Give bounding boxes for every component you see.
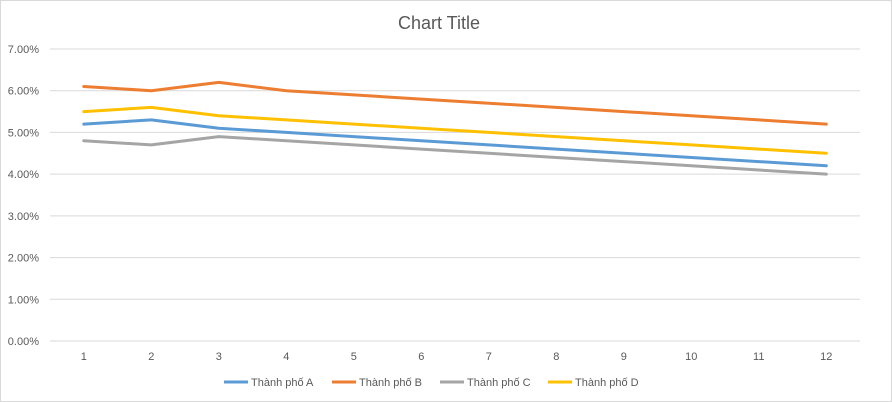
x-tick-label: 3 xyxy=(216,351,222,363)
x-tick-label: 2 xyxy=(148,351,154,363)
legend-label: Thành phố A xyxy=(251,377,314,389)
legend-label: Thành phố C xyxy=(467,377,531,389)
y-tick-label: 3.00% xyxy=(8,211,39,223)
x-tick-label: 5 xyxy=(351,351,357,363)
y-tick-label: 5.00% xyxy=(8,127,39,139)
y-tick-label: 7.00% xyxy=(8,44,39,56)
legend-entry: Thành phố A xyxy=(224,377,314,389)
y-tick-label: 4.00% xyxy=(8,169,39,181)
y-tick-label: 6.00% xyxy=(8,86,39,98)
series-line-3 xyxy=(82,135,828,176)
axes: 0.00% 1.00% 2.00% 3.00% 4.00% 5.00% 6.00% 7.00%… xyxy=(8,44,860,363)
legend-entry: Thành phố D xyxy=(548,377,639,389)
chart-title: Chart Title xyxy=(397,13,481,33)
x-tick-label: 1 xyxy=(81,351,87,363)
legend-label: Thành phố D xyxy=(575,377,639,389)
x-tick-label: 12 xyxy=(820,351,832,363)
x-tick-label: 7 xyxy=(486,351,492,363)
y-tick-label: 0.00% xyxy=(8,336,39,348)
y-tick-label: 1.00% xyxy=(8,294,39,306)
x-tick-label: 11 xyxy=(753,351,764,363)
series-line-1 xyxy=(82,118,828,168)
legend-entry: Thành phố B xyxy=(332,377,422,389)
legend-label: Thành phố B xyxy=(359,377,422,389)
series-lines xyxy=(82,80,828,176)
legend-entry: Thành phố C xyxy=(440,377,531,389)
series-line-2 xyxy=(82,80,828,126)
y-tick-label: 2.00% xyxy=(8,253,39,265)
series-line-4 xyxy=(82,105,828,155)
x-tick-label: 9 xyxy=(621,351,627,363)
gridlines xyxy=(50,48,860,300)
x-tick-label: 10 xyxy=(685,351,697,363)
x-tick-label: 4 xyxy=(283,351,289,363)
x-tick-label: 8 xyxy=(553,351,559,363)
x-tick-label: 6 xyxy=(418,351,424,363)
legend: Thành phố A Thành phố B Thành phố C Thành p… xyxy=(224,377,639,389)
